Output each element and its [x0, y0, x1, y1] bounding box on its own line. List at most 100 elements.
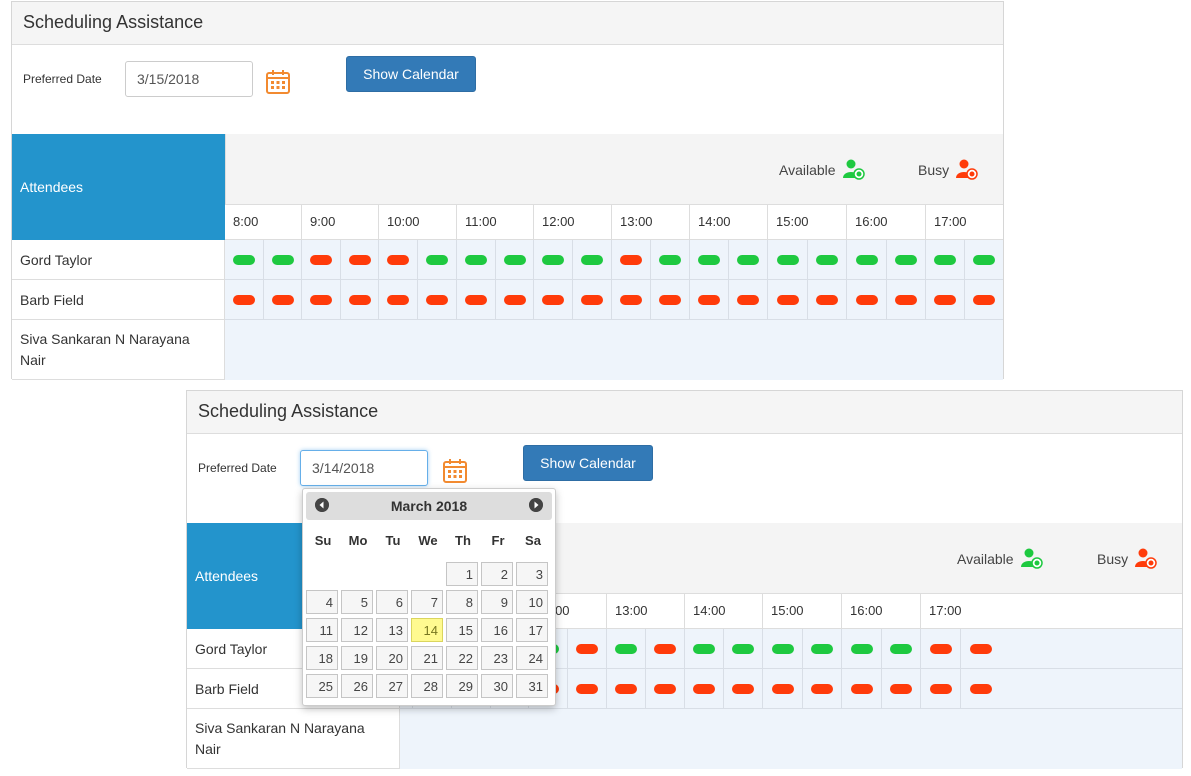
time-slot[interactable] [846, 240, 886, 279]
time-slot[interactable] [723, 669, 762, 708]
time-slot[interactable] [881, 629, 920, 668]
time-slot[interactable] [886, 240, 925, 279]
time-slot[interactable] [645, 669, 684, 708]
time-slot[interactable] [645, 629, 684, 668]
calendar-day[interactable]: 5 [341, 590, 373, 614]
time-slot[interactable] [263, 240, 301, 279]
calendar-day[interactable]: 16 [481, 618, 513, 642]
time-slot[interactable] [495, 280, 533, 319]
calendar-day[interactable]: 17 [516, 618, 548, 642]
calendar-icon[interactable] [265, 69, 291, 95]
time-slot[interactable] [225, 280, 263, 319]
time-slot[interactable] [807, 240, 846, 279]
calendar-day[interactable]: 8 [446, 590, 478, 614]
time-slot[interactable] [340, 280, 378, 319]
time-slot[interactable] [567, 629, 606, 668]
time-slot[interactable] [762, 669, 802, 708]
calendar-day[interactable]: 26 [341, 674, 373, 698]
time-slot[interactable] [263, 280, 301, 319]
calendar-day[interactable]: 29 [446, 674, 478, 698]
calendar-day[interactable]: 14 [411, 618, 443, 642]
calendar-day[interactable]: 10 [516, 590, 548, 614]
time-slot[interactable] [533, 240, 572, 279]
time-slot[interactable] [841, 629, 881, 668]
calendar-day[interactable]: 2 [481, 562, 513, 586]
calendar-day[interactable]: 12 [341, 618, 373, 642]
time-slot[interactable] [964, 280, 1003, 319]
time-slot[interactable] [925, 240, 964, 279]
calendar-day[interactable]: 21 [411, 646, 443, 670]
time-slot[interactable] [689, 280, 728, 319]
calendar-day[interactable]: 24 [516, 646, 548, 670]
time-slot[interactable] [495, 240, 533, 279]
time-slot[interactable] [650, 280, 689, 319]
calendar-day[interactable]: 20 [376, 646, 408, 670]
preferred-date-input[interactable] [300, 450, 428, 486]
time-slot[interactable] [728, 280, 767, 319]
time-slot[interactable] [606, 629, 645, 668]
show-calendar-button[interactable]: Show Calendar [346, 56, 476, 92]
preferred-date-input[interactable] [125, 61, 253, 97]
time-slot[interactable] [886, 280, 925, 319]
time-slot[interactable] [728, 240, 767, 279]
time-slot[interactable] [572, 280, 611, 319]
time-slot[interactable] [533, 280, 572, 319]
calendar-day[interactable]: 1 [446, 562, 478, 586]
time-slot[interactable] [650, 240, 689, 279]
time-slot[interactable] [920, 629, 960, 668]
calendar-day[interactable]: 18 [306, 646, 338, 670]
calendar-day[interactable]: 31 [516, 674, 548, 698]
time-slot[interactable] [417, 240, 456, 279]
time-slot[interactable] [301, 280, 340, 319]
time-slot[interactable] [378, 240, 417, 279]
time-slot[interactable] [925, 280, 964, 319]
time-slot[interactable] [960, 669, 1000, 708]
time-slot[interactable] [684, 629, 723, 668]
calendar-day[interactable]: 4 [306, 590, 338, 614]
calendar-day[interactable]: 9 [481, 590, 513, 614]
time-slot[interactable] [767, 240, 807, 279]
time-slot[interactable] [846, 280, 886, 319]
calendar-day[interactable]: 30 [481, 674, 513, 698]
prev-month-icon[interactable] [315, 498, 329, 512]
time-slot[interactable] [802, 669, 841, 708]
time-slot[interactable] [841, 669, 881, 708]
time-slot[interactable] [762, 629, 802, 668]
time-slot[interactable] [689, 240, 728, 279]
time-slot[interactable] [567, 669, 606, 708]
time-slot[interactable] [684, 669, 723, 708]
time-slot[interactable] [767, 280, 807, 319]
calendar-day[interactable]: 27 [376, 674, 408, 698]
time-slot[interactable] [340, 240, 378, 279]
calendar-day[interactable]: 11 [306, 618, 338, 642]
time-slot[interactable] [802, 629, 841, 668]
calendar-day[interactable]: 13 [376, 618, 408, 642]
time-slot[interactable] [301, 240, 340, 279]
calendar-day[interactable]: 7 [411, 590, 443, 614]
time-slot[interactable] [572, 240, 611, 279]
show-calendar-button[interactable]: Show Calendar [523, 445, 653, 481]
time-slot[interactable] [611, 240, 650, 279]
time-slot[interactable] [807, 280, 846, 319]
time-slot[interactable] [606, 669, 645, 708]
time-slot[interactable] [611, 280, 650, 319]
time-slot[interactable] [960, 629, 1000, 668]
calendar-day[interactable]: 19 [341, 646, 373, 670]
time-slot[interactable] [456, 280, 495, 319]
time-slot[interactable] [456, 240, 495, 279]
calendar-day[interactable]: 25 [306, 674, 338, 698]
calendar-day[interactable]: 6 [376, 590, 408, 614]
time-slot[interactable] [723, 629, 762, 668]
calendar-day[interactable]: 22 [446, 646, 478, 670]
calendar-day[interactable]: 28 [411, 674, 443, 698]
next-month-icon[interactable] [529, 498, 543, 512]
time-slot[interactable] [378, 280, 417, 319]
time-slot[interactable] [881, 669, 920, 708]
calendar-day[interactable]: 3 [516, 562, 548, 586]
time-slot[interactable] [417, 280, 456, 319]
calendar-icon[interactable] [442, 458, 468, 484]
time-slot[interactable] [964, 240, 1003, 279]
calendar-day[interactable]: 23 [481, 646, 513, 670]
time-slot[interactable] [225, 240, 263, 279]
calendar-day[interactable]: 15 [446, 618, 478, 642]
